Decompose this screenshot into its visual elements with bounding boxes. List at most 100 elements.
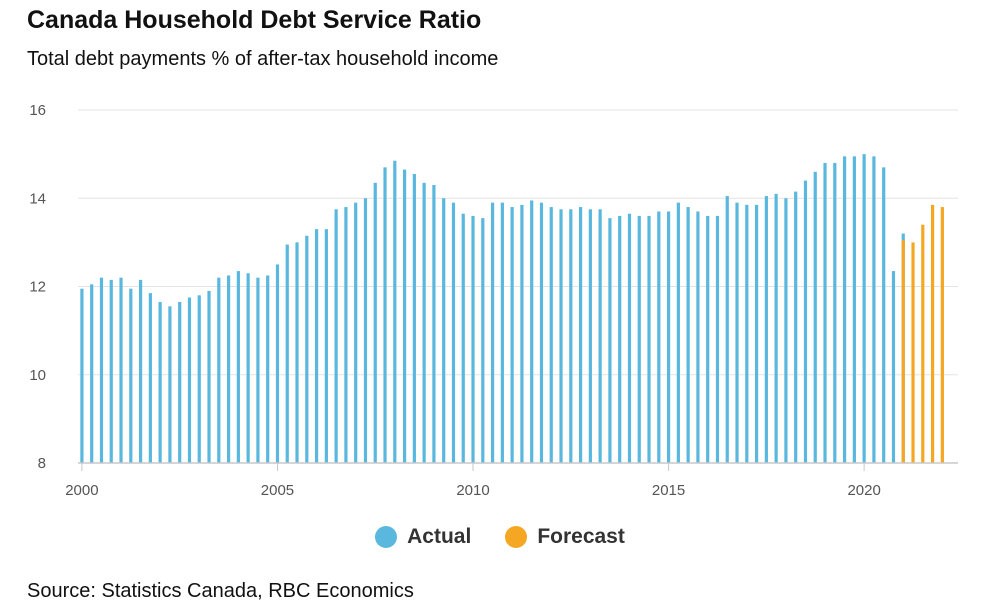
bar-actual[interactable] [745, 204, 749, 463]
bar-actual[interactable] [549, 207, 553, 463]
bar-actual[interactable] [236, 271, 240, 463]
bar-actual[interactable] [686, 207, 690, 463]
x-tick-label: 2010 [456, 482, 489, 499]
bar-actual[interactable] [852, 156, 856, 463]
bar-actual[interactable] [197, 295, 201, 463]
bar-actual[interactable] [305, 235, 309, 463]
bar-actual[interactable] [774, 193, 778, 463]
bar-forecast[interactable] [940, 207, 944, 463]
legend-item-actual[interactable]: Actual [375, 525, 471, 549]
bar-actual[interactable] [158, 301, 162, 463]
bar-actual[interactable] [129, 288, 133, 463]
bar-actual[interactable] [657, 211, 661, 463]
bar-actual[interactable] [99, 277, 104, 463]
gridlines [78, 109, 958, 376]
bar-actual[interactable] [706, 215, 710, 463]
bar-forecast[interactable] [901, 240, 905, 463]
bar-actual[interactable] [471, 215, 475, 463]
bar-actual[interactable] [588, 209, 592, 463]
bar-actual[interactable] [823, 162, 827, 463]
bar-actual[interactable] [882, 167, 886, 464]
bar-actual[interactable] [833, 162, 837, 463]
bar-actual[interactable] [285, 244, 289, 463]
bar-actual[interactable] [432, 185, 436, 463]
bar-actual[interactable] [207, 290, 211, 463]
actual-legend-dot-icon [375, 526, 398, 548]
legend-label-forecast: Forecast [537, 525, 625, 548]
bar-actual[interactable] [393, 160, 397, 464]
bar-actual[interactable] [148, 293, 152, 463]
bar-actual[interactable] [891, 271, 896, 463]
bar-actual[interactable] [578, 207, 583, 463]
bar-actual[interactable] [500, 202, 504, 463]
bar-actual[interactable] [373, 182, 377, 463]
bar-actual[interactable] [598, 209, 602, 463]
y-tick-label: 12 [29, 279, 46, 296]
bar-actual[interactable] [637, 215, 641, 463]
bar-actual[interactable] [862, 154, 866, 464]
bar-actual[interactable] [344, 207, 348, 463]
bar-actual[interactable] [510, 207, 514, 463]
bar-actual[interactable] [295, 242, 299, 464]
bar-actual[interactable] [80, 288, 84, 463]
bar-actual[interactable] [324, 229, 328, 463]
bar-actual[interactable] [784, 198, 788, 463]
bar-actual[interactable] [676, 202, 680, 463]
bar-actual[interactable] [451, 202, 456, 463]
bar-actual[interactable] [412, 173, 416, 464]
bar-actual[interactable] [119, 277, 123, 463]
bar-actual[interactable] [715, 215, 720, 463]
bar-actual[interactable] [520, 204, 524, 463]
bar-actual[interactable] [275, 264, 280, 463]
bar-actual[interactable] [696, 211, 700, 463]
bar-forecast[interactable] [930, 204, 935, 463]
bar-actual[interactable] [735, 202, 739, 463]
bar-actual[interactable] [402, 169, 407, 463]
bar-actual[interactable] [803, 180, 808, 463]
bar-actual[interactable] [813, 171, 817, 463]
bar-actual[interactable] [383, 167, 387, 464]
bar-actual[interactable] [226, 275, 231, 463]
bar-actual[interactable] [90, 284, 94, 463]
bar-actual[interactable] [314, 229, 319, 463]
bar-actual[interactable] [256, 277, 260, 463]
bar-actual[interactable] [559, 209, 563, 463]
bar-actual[interactable] [490, 202, 495, 463]
bar-actual[interactable] [266, 275, 270, 463]
bar-actual[interactable] [363, 198, 368, 463]
bar-actual[interactable] [178, 301, 182, 463]
bar-actual[interactable] [627, 213, 632, 463]
forecast-legend-dot-icon [505, 526, 528, 548]
bar-actual[interactable] [461, 213, 465, 463]
bar-actual[interactable] [647, 215, 651, 463]
bar-actual[interactable] [217, 277, 221, 463]
bar-actual[interactable] [109, 279, 113, 463]
bar-actual[interactable] [608, 218, 612, 463]
bar-actual[interactable] [442, 198, 446, 463]
bar-actual[interactable] [618, 215, 622, 463]
bar-actual[interactable] [666, 211, 671, 463]
bar-actual[interactable] [168, 306, 172, 463]
chart-title: Canada Household Debt Service Ratio [27, 6, 482, 34]
axes: 8 10 12 14 16 2000 2005 2010 2015 2020 [29, 102, 958, 499]
bar-actual[interactable] [334, 209, 338, 463]
bar-actual[interactable] [754, 204, 759, 463]
bar-actual[interactable] [246, 273, 250, 463]
legend-label-actual: Actual [407, 525, 472, 548]
bar-actual[interactable] [725, 196, 729, 464]
bar-actual[interactable] [530, 200, 534, 463]
bar-actual[interactable] [539, 202, 544, 463]
bar-actual[interactable] [569, 209, 573, 463]
bar-actual[interactable] [138, 279, 143, 463]
legend-item-forecast[interactable]: Forecast [505, 525, 625, 549]
bar-actual[interactable] [481, 218, 485, 463]
bar-actual[interactable] [422, 182, 426, 463]
bar-actual[interactable] [794, 191, 798, 463]
bar-actual[interactable] [764, 196, 768, 464]
bar-actual[interactable] [354, 202, 358, 463]
bar-actual[interactable] [872, 156, 876, 463]
bar-forecast[interactable] [921, 224, 925, 463]
bar-forecast[interactable] [911, 242, 915, 464]
bar-actual[interactable] [187, 297, 192, 463]
bar-actual[interactable] [842, 156, 847, 463]
